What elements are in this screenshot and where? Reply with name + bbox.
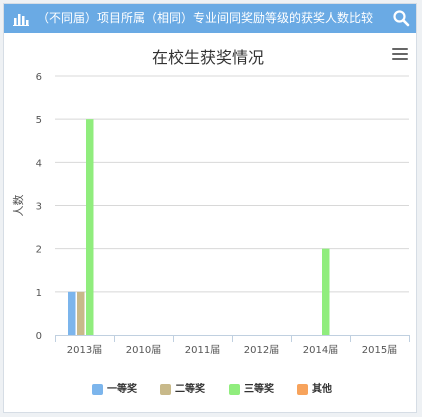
chart-legend: 一等奖 二等奖 三等奖 其他 [4, 382, 416, 398]
bar-3-2014届[interactable] [322, 248, 330, 335]
legend-label: 一等奖 [107, 384, 137, 395]
x-tick-label: 2011届 [185, 344, 220, 356]
bar-chart-icon [13, 14, 29, 26]
y-axis-label: 人数 [12, 195, 25, 217]
chart-menu-icon[interactable] [392, 48, 408, 62]
y-tick-label: 0 [36, 331, 42, 342]
panel-header: （不同届）项目所属（相同）专业间同奖励等级的获奖人数比较 [4, 4, 416, 33]
y-tick-label: 5 [36, 115, 42, 126]
chart-title: 在校生获奖情况 [151, 48, 264, 67]
legend-swatch [92, 384, 103, 395]
chart-plot: 0 1 2 3 4 5 6 人数 2013届 2010届 2011届 2012届 2014届 2015届 [12, 72, 410, 356]
x-tick-label: 2015届 [362, 344, 397, 356]
legend-label: 二等奖 [175, 384, 205, 395]
y-tick-label: 4 [36, 158, 42, 169]
legend-swatch [229, 384, 240, 395]
legend-label: 其他 [312, 384, 332, 395]
y-tick-label: 1 [36, 288, 42, 299]
bar-2-2013届[interactable] [77, 291, 85, 335]
y-tick-label: 6 [36, 72, 42, 83]
chart-panel: （不同届）项目所属（相同）专业间同奖励等级的获奖人数比较 在校生获奖情况 0 1 2… [3, 3, 417, 413]
search-icon[interactable] [392, 9, 410, 27]
x-tick-label: 2013届 [67, 344, 102, 356]
bar-3-2013届[interactable] [86, 119, 94, 336]
y-tick-label: 2 [36, 245, 42, 256]
x-tick-label: 2014届 [303, 344, 338, 356]
legend-label: 三等奖 [244, 384, 274, 395]
y-tick-label: 3 [36, 202, 42, 213]
legend-swatch [160, 384, 171, 395]
legend-swatch [297, 384, 308, 395]
x-tick-label: 2010届 [126, 344, 161, 356]
panel-title: （不同届）项目所属（相同）专业间同奖励等级的获奖人数比较 [37, 11, 374, 25]
bar-1-2013届[interactable] [68, 291, 76, 335]
x-tick-label: 2012届 [244, 344, 279, 356]
